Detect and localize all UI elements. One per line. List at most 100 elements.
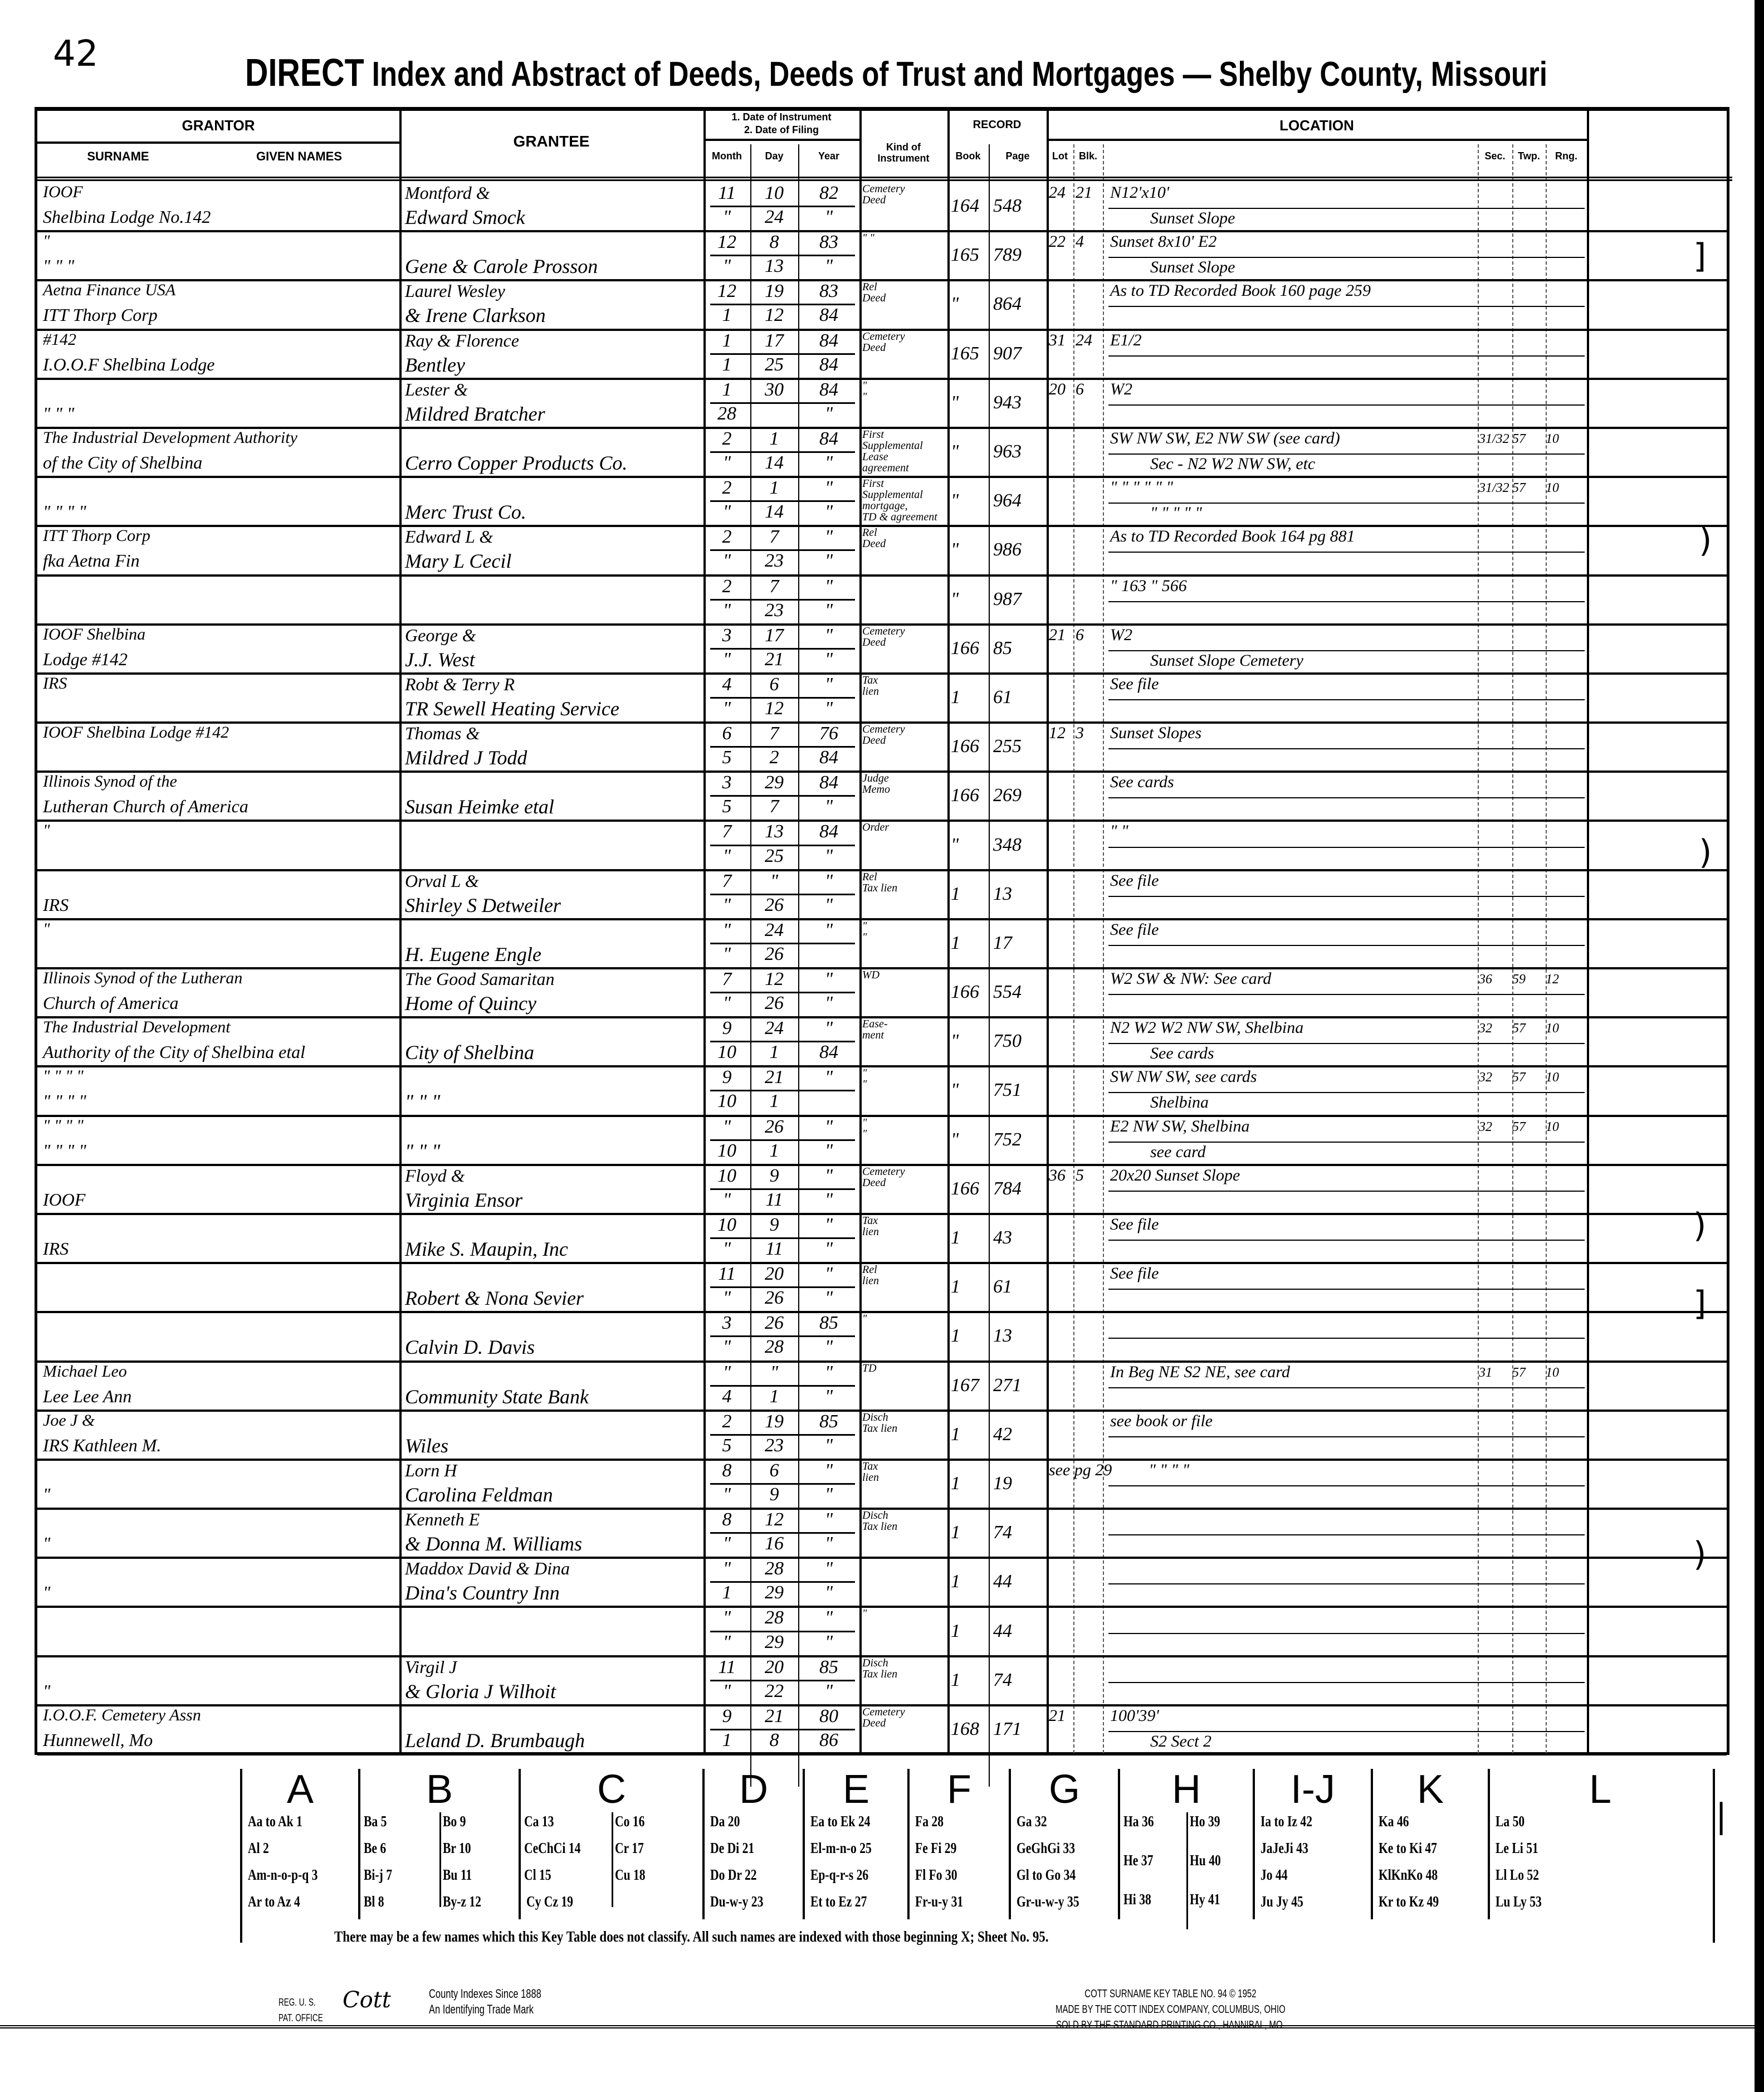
header-kind: Kind of Instrument <box>877 142 930 164</box>
instrument-date-m: 1 <box>722 379 732 400</box>
grantee-line-1: Montford & <box>405 183 490 203</box>
date-sub-rule <box>710 304 855 306</box>
record-book: 168 <box>951 1718 979 1739</box>
reg-line-1: REG. U. S. <box>278 1997 316 2008</box>
surname-key-table: A Aa to Ak 1 Al 2 Am-n-o-p-q 3 Ar to Az 4 B Ba… <box>240 1767 1715 1943</box>
lot-blk-location-line: See file <box>1049 872 1477 889</box>
instrument-date-m: 3 <box>722 772 732 793</box>
key-entry: Hy 41 <box>1190 1891 1220 1908</box>
instrument-date-y: " <box>824 1165 833 1186</box>
kind-line-2: " <box>862 390 867 403</box>
key-subdivider <box>439 1812 441 1907</box>
instrument-date-d: 20 <box>765 1656 784 1677</box>
grantee-line-2: Mildred J Todd <box>405 747 527 769</box>
kind-line-2: Tax lien <box>862 1520 898 1533</box>
grantee-line-2: Leland D. Brumbaugh <box>405 1729 585 1752</box>
kind-of-instrument: Disch Tax lien <box>862 1657 946 1703</box>
date-sub-rule <box>710 893 855 895</box>
date-sub-rule <box>710 1335 855 1338</box>
filing-date-d: 29 <box>765 1631 784 1652</box>
key-column-l: L La 50 Le Li 51 Ll Lo 52 Lu Ly 53 <box>1490 1768 1711 1919</box>
header-blk: Blk. <box>1078 150 1097 162</box>
row-rule <box>37 1163 1727 1166</box>
key-letter: I-J <box>1291 1767 1335 1812</box>
rng: 12 <box>1546 972 1559 987</box>
blk: 5 <box>1076 1166 1084 1184</box>
blk: 4 <box>1076 232 1084 251</box>
location-sub-rule <box>1108 306 1585 308</box>
location-line-1: 20x20 Sunset Slope <box>1110 1166 1240 1184</box>
location-sub-rule <box>1108 699 1585 700</box>
filing-date-d: 14 <box>765 452 784 474</box>
instrument-date-d: 6 <box>769 1460 779 1481</box>
key-letter: K <box>1416 1767 1444 1812</box>
instrument-date-d: 6 <box>769 674 779 695</box>
grantee-line-1: Thomas & <box>405 723 480 744</box>
key-entry: Be 6 <box>364 1840 387 1856</box>
location-subdivider <box>1103 144 1104 1753</box>
record-page: 548 <box>993 196 1022 217</box>
lot-blk-location-line: SW NW SW, see cards <box>1049 1069 1477 1085</box>
filing-date-y: " <box>824 1484 833 1505</box>
key-subdivider <box>612 1812 613 1907</box>
record-book: " <box>951 490 959 511</box>
key-entry: Ha 36 <box>1123 1813 1154 1830</box>
filing-date-d: 23 <box>765 599 784 621</box>
kind-line-2: Deed <box>862 341 886 354</box>
row-rule <box>37 574 1727 577</box>
record-book: 1 <box>951 1423 960 1445</box>
grantee-line-2: Home of Quincy <box>405 992 536 1015</box>
kind-line-2: Tax lien <box>862 1667 898 1680</box>
lot-blk-location-line: In Beg NE S2 NE, see card <box>1049 1362 1477 1381</box>
key-entry: By-z 12 <box>443 1893 481 1910</box>
filing-date-y: " <box>824 1582 833 1603</box>
kind-line-2: lien <box>862 1225 879 1238</box>
grantor-line-1: Illinois Synod of the <box>43 772 177 791</box>
kind-line-1: Ease- <box>862 1018 888 1031</box>
filing-date-y: " <box>824 1435 833 1456</box>
instrument-date-m: 9 <box>722 1018 732 1039</box>
instrument-date-y: " <box>824 1460 833 1481</box>
location-sub-rule <box>1108 404 1585 406</box>
filing-date-y: " <box>824 894 833 915</box>
record-page: 271 <box>993 1374 1022 1396</box>
kind-line-2: Deed <box>862 1716 886 1729</box>
grantee-line-2: TR Sewell Heating Service <box>405 697 619 720</box>
lot: 21 <box>1049 1706 1066 1725</box>
filing-date-y: " <box>824 845 833 866</box>
rng: 10 <box>1546 1070 1559 1085</box>
grantee-line-2: " " " <box>405 1139 441 1162</box>
key-entry: Ca 13 <box>524 1813 554 1830</box>
grantor-line-1: Michael Leo <box>43 1362 127 1381</box>
date-sub-rule <box>710 451 855 453</box>
reg-notice: REG. U. S. PAT. OFFICE <box>278 1995 323 2026</box>
location-line-1: As to TD Recorded Book 164 pg 881 <box>1110 527 1355 546</box>
record-book: 1 <box>951 1227 960 1249</box>
kind-of-instrument: Disch Tax lien <box>862 1412 946 1457</box>
record-page: 61 <box>993 686 1012 708</box>
instrument-date-d: 9 <box>769 1165 779 1186</box>
record-page: 986 <box>993 539 1022 560</box>
instrument-date-d: 24 <box>765 919 784 940</box>
key-entry: Fa 28 <box>915 1813 944 1830</box>
publisher-line-1: COTT SURNAME KEY TABLE NO. 94 © 1952 <box>1084 1988 1257 2000</box>
filing-date-m: 5 <box>722 747 732 768</box>
record-page: 44 <box>993 1620 1012 1641</box>
location-line-1: " " " " <box>1149 1460 1190 1479</box>
date-sub-rule <box>710 942 855 944</box>
kind-of-instrument: " " <box>862 1067 946 1113</box>
key-entry: Hu 40 <box>1190 1852 1221 1869</box>
kind-line-1: Rel <box>862 870 877 883</box>
location-line-1: In Beg NE S2 NE, see card <box>1110 1362 1290 1381</box>
instrument-date-d: 29 <box>765 772 784 793</box>
twp: 57 <box>1512 1119 1526 1134</box>
location-line-1: As to TD Recorded Book 160 page 259 <box>1110 281 1371 300</box>
filing-date-d: 12 <box>765 698 784 719</box>
grantee-line-2: & Gloria J Wilhoit <box>405 1680 556 1703</box>
filing-date-d: 11 <box>765 1189 783 1210</box>
key-entry: De Di 21 <box>710 1840 755 1856</box>
location-sub-rule <box>1108 257 1585 259</box>
header-given-names: GIVEN NAMES <box>256 149 343 163</box>
grantor-line-1: " <box>43 919 50 938</box>
date-header-rule <box>703 139 859 141</box>
